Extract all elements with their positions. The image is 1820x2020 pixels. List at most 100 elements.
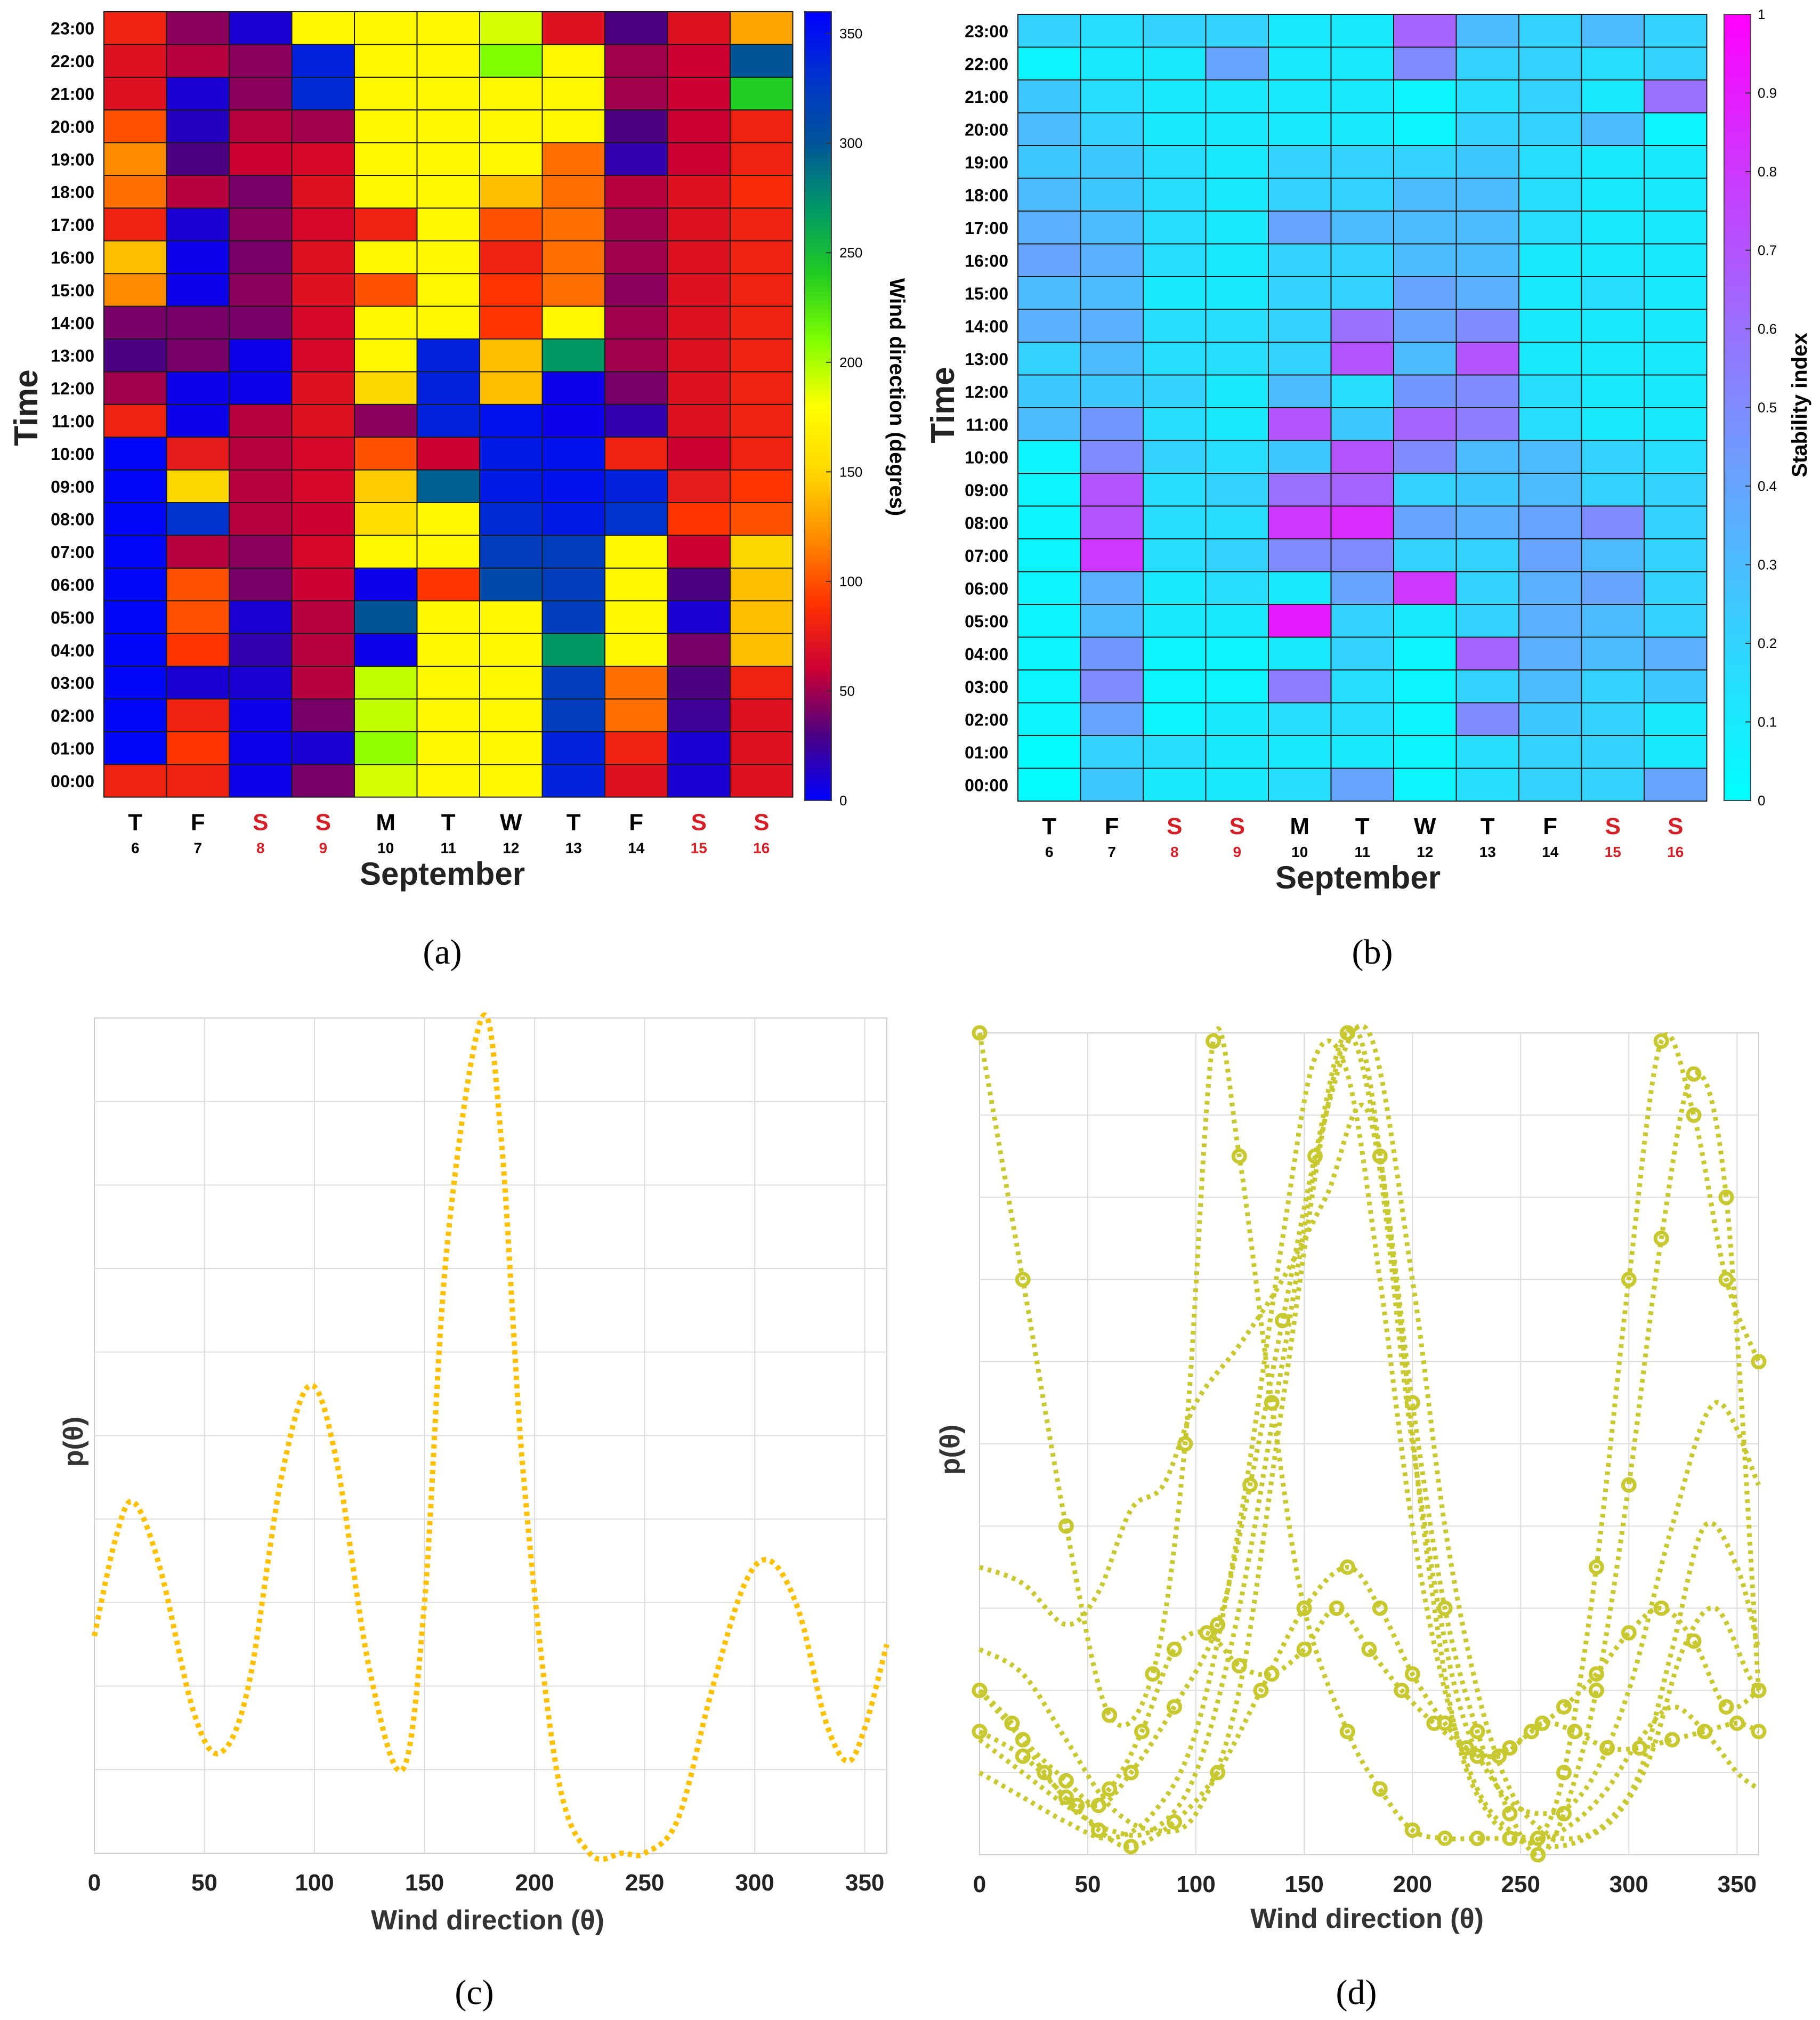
a-cell: [730, 207, 794, 241]
a-cell: [354, 437, 418, 471]
a-hour-label: 18:00: [51, 183, 94, 202]
a-cell: [604, 567, 668, 602]
b-x-axis-label: September: [1275, 860, 1441, 895]
b-cell: [1518, 636, 1582, 670]
a-cell: [166, 11, 230, 45]
b-cell: [1393, 79, 1457, 114]
b-cell: [1393, 505, 1457, 539]
a-cell: [604, 600, 668, 634]
d-series-marker: [1004, 1715, 1020, 1731]
b-hour-label: 16:00: [965, 251, 1008, 270]
b-cells: [1017, 14, 1708, 802]
b-hour-label: 08:00: [965, 513, 1008, 532]
b-cell: [1518, 243, 1582, 277]
a-cell: [730, 371, 794, 405]
b-hour-label: 02:00: [965, 710, 1008, 729]
a-cell: [479, 76, 543, 111]
a-cell: [166, 567, 230, 602]
b-cell: [1080, 342, 1144, 376]
a-cell: [166, 273, 230, 307]
b-y-axis-label: Time: [925, 367, 961, 443]
b-cell: [1330, 440, 1394, 474]
b-cell: [1017, 604, 1081, 638]
b-cell: [1268, 636, 1332, 670]
a-cell: [103, 764, 167, 798]
a-cell: [667, 11, 731, 45]
b-cell: [1268, 177, 1332, 212]
b-cell: [1393, 702, 1457, 736]
b-cell: [1455, 604, 1519, 638]
b-cell: [1581, 14, 1645, 48]
b-cell: [1017, 702, 1081, 736]
a-cell: [166, 600, 230, 634]
a-cell: [604, 240, 668, 274]
d-series-marker: [1588, 1683, 1604, 1699]
b-cell: [1268, 211, 1332, 245]
a-cell: [229, 731, 293, 765]
b-cell: [1330, 309, 1394, 343]
d-series-marker: [1339, 1724, 1355, 1740]
b-cell: [1143, 145, 1207, 179]
b-day-letter: T: [1355, 813, 1370, 839]
b-hour-label: 10:00: [965, 448, 1008, 467]
a-cell: [541, 535, 605, 569]
a-day-letter: S: [316, 810, 331, 836]
a-cell: [166, 109, 230, 143]
b-cell: [1080, 46, 1144, 80]
b-cell: [1644, 211, 1708, 245]
a-cell: [229, 207, 293, 241]
d-x-tick-label: 0: [973, 1871, 986, 1897]
d-series-marker: [1588, 1559, 1604, 1575]
a-colorbar-tick-label: 0: [839, 793, 847, 809]
a-cell: [604, 305, 668, 340]
a-cell: [479, 469, 543, 503]
b-cell: [1644, 407, 1708, 441]
b-cell: [1393, 14, 1457, 48]
c-x-axis-label: Wind direction (θ): [371, 1905, 604, 1936]
a-cell: [604, 273, 668, 307]
a-cell: [354, 109, 418, 143]
a-hour-label: 03:00: [51, 674, 94, 693]
b-cell: [1455, 211, 1519, 245]
a-cell: [730, 273, 794, 307]
a-cell: [354, 731, 418, 765]
a-cell: [541, 567, 605, 602]
b-cell: [1205, 46, 1269, 80]
c-x-tick-label: 0: [88, 1870, 101, 1896]
b-cell: [1268, 342, 1332, 376]
a-cell: [667, 633, 731, 667]
b-cell: [1268, 407, 1332, 441]
a-cell: [730, 567, 794, 602]
d-series-line: [978, 1025, 1761, 1849]
a-cell: [541, 731, 605, 765]
d-series-marker: [1253, 1683, 1269, 1699]
b-cell: [1393, 342, 1457, 376]
a-cell: [479, 11, 543, 45]
b-cell: [1393, 669, 1457, 704]
a-cell: [541, 600, 605, 634]
d-series-marker: [1372, 1781, 1388, 1797]
b-cell: [1330, 342, 1394, 376]
a-cell: [416, 764, 480, 798]
a-cell: [103, 240, 167, 274]
a-cell: [667, 731, 731, 765]
b-cell: [1017, 767, 1081, 802]
c-x-tick-label: 250: [625, 1870, 664, 1896]
d-series-marker: [1686, 1066, 1702, 1082]
a-cell: [229, 240, 293, 274]
b-colorbar-tick-label: 0.2: [1758, 635, 1777, 651]
b-day-number: 13: [1479, 844, 1496, 860]
b-cell: [1330, 604, 1394, 638]
a-cell: [730, 633, 794, 667]
a-cell: [541, 11, 605, 45]
a-cell: [416, 731, 480, 765]
b-hour-label: 21:00: [965, 87, 1008, 107]
b-cell: [1143, 342, 1207, 376]
d-series-marker: [1058, 1773, 1074, 1789]
b-cell: [1205, 243, 1269, 277]
b-hour-labels: 00:00 01:00 02:00 03:00 04:00 05:00 06:00 07:00…: [965, 22, 1008, 795]
panel-d-line-chart: 0 50 100 150 200 250 300 350 Wind direction (θ)…: [935, 1023, 1767, 2012]
a-cell: [166, 633, 230, 667]
a-cell: [541, 338, 605, 373]
a-cell: [103, 273, 167, 307]
